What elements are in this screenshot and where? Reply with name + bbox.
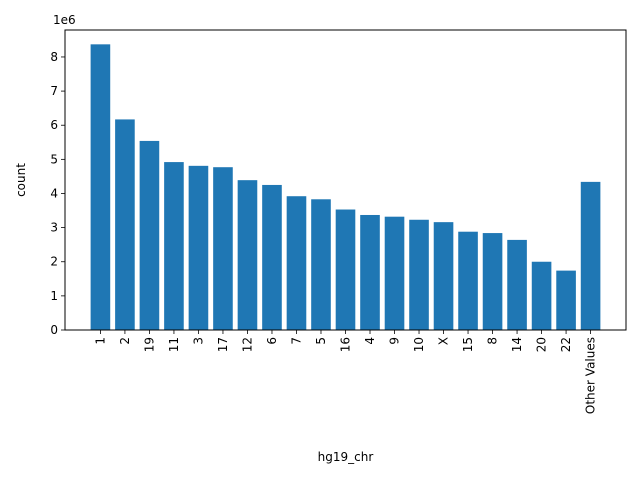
x-tick-label: 14 [510, 337, 524, 352]
x-tick-label: 5 [314, 337, 328, 345]
x-tick-label: 12 [240, 337, 254, 352]
y-tick-label: 3 [50, 221, 58, 235]
bar-2 [115, 119, 135, 330]
bar-17 [213, 167, 233, 330]
x-tick-label: 3 [191, 337, 205, 345]
bar-5 [311, 199, 331, 330]
x-tick-label: 10 [412, 337, 426, 352]
bar-other-values [580, 181, 601, 330]
x-tick-label: 9 [388, 337, 402, 345]
bar-10 [409, 219, 429, 330]
bar-14 [507, 239, 527, 330]
x-tick-label: X [437, 337, 451, 345]
x-axis-label: hg19_chr [318, 450, 374, 464]
bar-19 [139, 140, 160, 330]
y-tick-label: 2 [50, 255, 58, 269]
x-tick-label: 19 [142, 337, 156, 352]
y-multiplier-label: 1e6 [53, 13, 76, 27]
y-tick-label: 7 [50, 84, 58, 98]
bar-22 [556, 270, 576, 330]
bar-6 [262, 184, 282, 330]
x-tick-label: 15 [461, 337, 475, 352]
y-tick-label: 6 [50, 118, 58, 132]
bar-9 [384, 216, 405, 330]
y-tick-label: 0 [50, 323, 58, 337]
x-tick-label: 6 [265, 337, 279, 345]
y-tick-label: 1 [50, 289, 58, 303]
x-tick-label: 2 [118, 337, 132, 345]
bars-group [90, 44, 601, 330]
y-tick-label: 4 [50, 186, 58, 200]
y-tick-label: 8 [50, 50, 58, 64]
bar-3 [188, 165, 209, 330]
y-tick-label: 5 [50, 152, 58, 166]
bar-8 [482, 233, 503, 330]
x-ticks-group: 1 2 19 11 3 17 12 6 7 5 16 4 9 10 X 15 8 14 20 22 Other Valu… [93, 330, 598, 414]
x-tick-label: 20 [535, 337, 549, 352]
bar-20 [531, 261, 552, 330]
bar-1 [90, 44, 111, 330]
x-tick-label: 1 [93, 337, 107, 345]
bar-7 [286, 196, 307, 330]
bar-16 [335, 209, 356, 330]
y-axis-label: count [14, 163, 28, 197]
x-tick-label: 4 [363, 337, 377, 345]
bar-x [433, 222, 454, 330]
x-tick-label: 22 [559, 337, 573, 352]
x-tick-label: Other Values [584, 337, 598, 414]
x-tick-label: 17 [216, 337, 230, 352]
bar-15 [458, 231, 478, 330]
bar-12 [237, 180, 258, 330]
x-tick-label: 16 [339, 337, 353, 352]
x-tick-label: 8 [486, 337, 500, 345]
bar-4 [360, 214, 380, 330]
bar-11 [164, 162, 184, 330]
x-tick-label: 7 [289, 337, 303, 345]
y-ticks-group: 0 1 2 3 4 5 6 7 8 [50, 50, 65, 337]
plot-frame [64, 29, 627, 331]
x-tick-label: 11 [167, 337, 181, 352]
